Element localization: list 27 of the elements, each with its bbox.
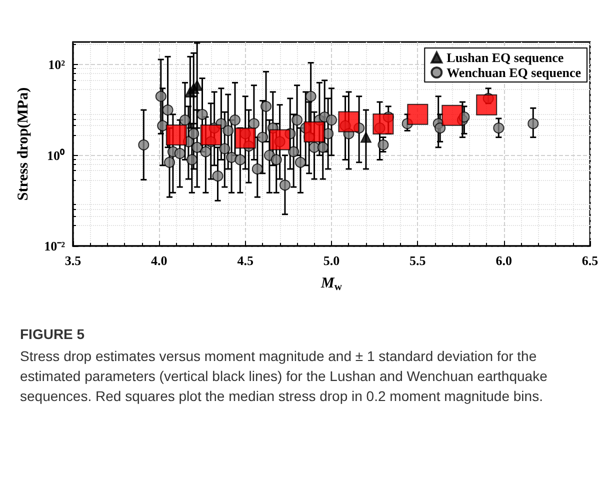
point — [442, 104, 463, 126]
x-tick-label: 4.5 — [237, 253, 254, 268]
x-tick-label: 5.5 — [410, 253, 426, 268]
x-tick-label: 5.0 — [323, 253, 340, 268]
point — [476, 94, 498, 116]
point — [338, 111, 360, 132]
point — [372, 114, 394, 135]
point — [166, 124, 187, 146]
point — [360, 132, 372, 143]
x-tick-label: 6.5 — [582, 253, 599, 268]
x-tick-label: 3.5 — [64, 253, 82, 268]
point — [200, 124, 222, 146]
x-tick-label: 4.0 — [151, 253, 168, 268]
text: Stress drop estimates versus moment magnitude and ± 1 standard deviation for the estimated parameters (vertical black lines) for the Lushan and Wenchuan earthquake sequences. Red squares plot the median stress drop in 0.2 moment magnitude bins. — [20, 347, 548, 406]
point — [234, 128, 256, 149]
y-axis-title: Stress drop(MPa) — [16, 87, 32, 201]
y-tick-label: 10⁰ — [47, 148, 65, 163]
legend-label: Lushan EQ sequence — [446, 50, 564, 65]
point — [192, 80, 203, 91]
point — [407, 104, 428, 125]
y-tick-label: 10⁻² — [44, 238, 66, 254]
caption: FIGURE 5 — [20, 326, 86, 342]
point — [269, 129, 290, 150]
y-tick-label: 10² — [48, 57, 66, 72]
legend-label: Wenchuan EQ sequence — [446, 65, 582, 80]
x-tick-label: 6.0 — [496, 253, 512, 268]
point — [304, 121, 325, 142]
